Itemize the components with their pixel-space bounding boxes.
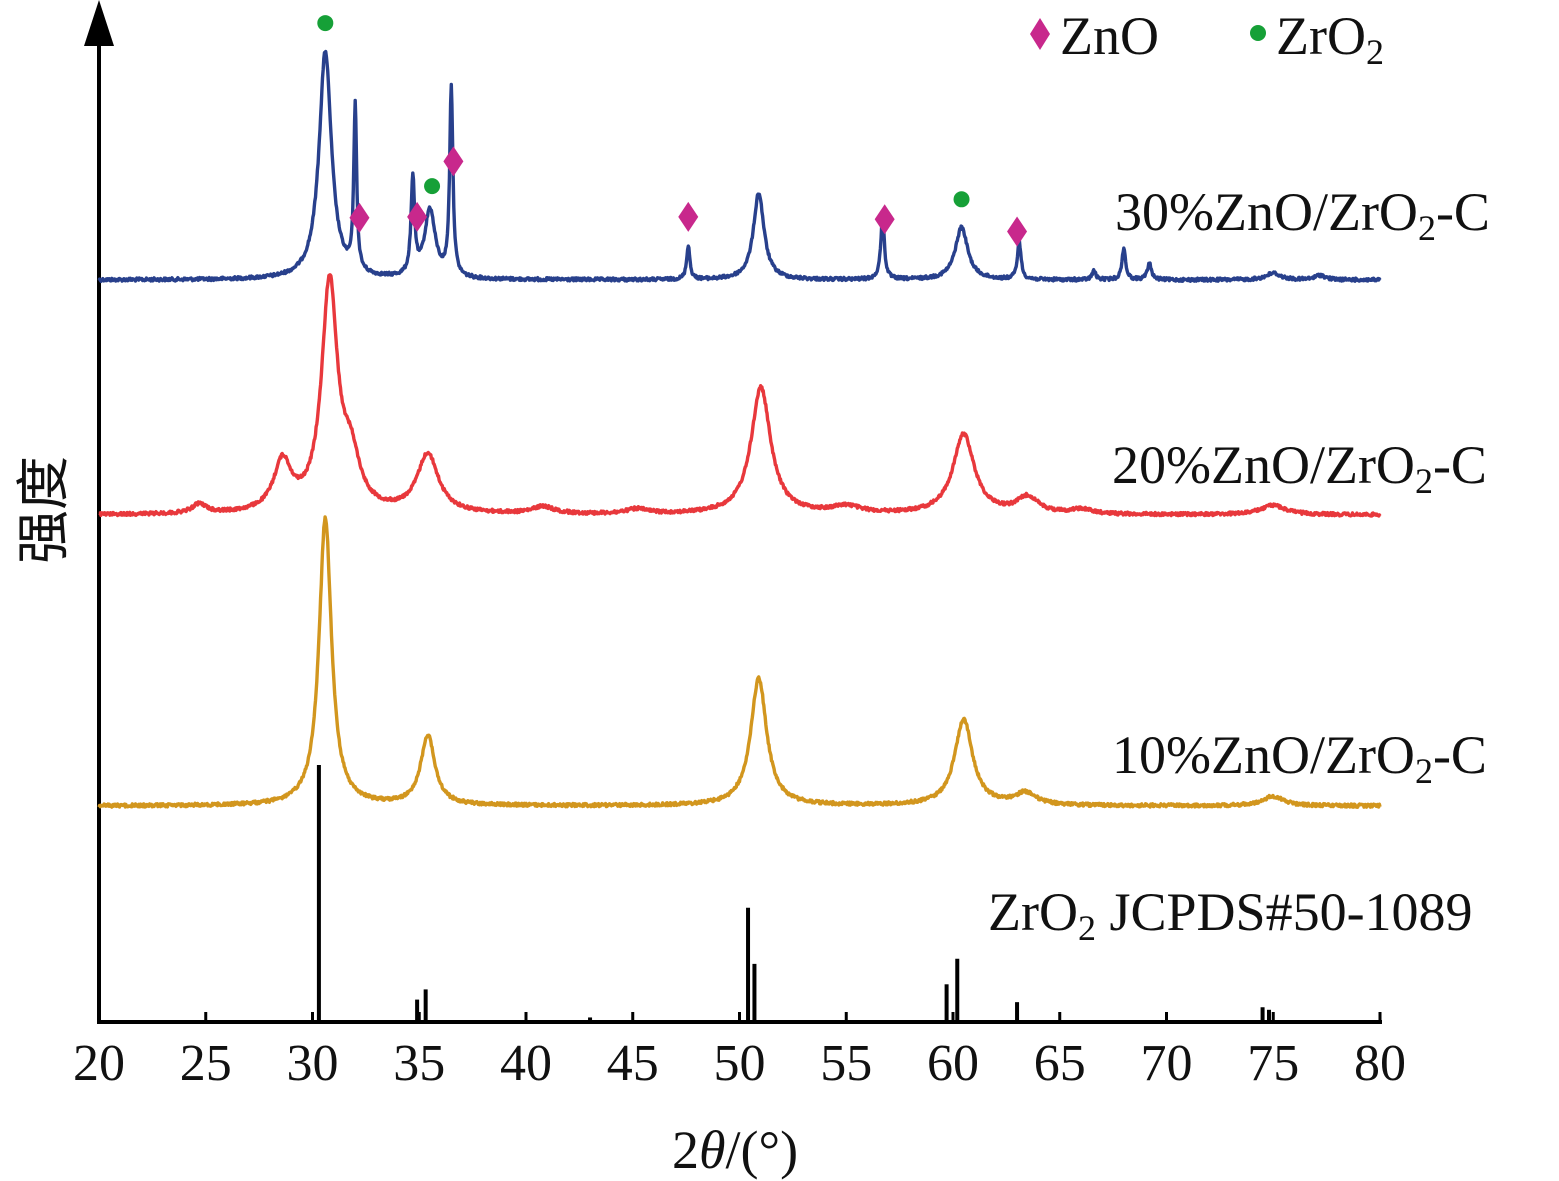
x-tick-label: 25 <box>180 1035 232 1092</box>
y-axis-title: 强度 <box>14 456 74 564</box>
x-tick-label: 35 <box>393 1035 445 1092</box>
zno-peak-marker <box>1007 216 1028 247</box>
x-tick-label: 80 <box>1354 1035 1406 1092</box>
x-tick-label: 65 <box>1034 1035 1086 1092</box>
x-tick-label: 30 <box>287 1035 339 1092</box>
series-line-1 <box>97 49 1382 283</box>
legend-zro2-circle-icon <box>1250 25 1266 41</box>
series-lines <box>97 49 1382 809</box>
x-tick-label: 20 <box>73 1035 125 1092</box>
x-tick-label: 45 <box>607 1035 659 1092</box>
zno-peak-marker <box>874 204 895 235</box>
series-label-20: 20%ZnO/ZrO2-C <box>1112 435 1487 501</box>
legend: ZnO ZrO2 <box>1030 6 1384 72</box>
y-axis-arrow <box>84 0 114 46</box>
zno-peak-marker <box>407 201 428 232</box>
legend-zro2-label: ZrO2 <box>1276 6 1384 72</box>
zro2-peak-marker <box>424 178 441 195</box>
series-line-2 <box>97 273 1382 518</box>
x-tick-label: 75 <box>1247 1035 1299 1092</box>
zro2-peak-marker <box>953 191 970 208</box>
reference-label: ZrO2 JCPDS#50-1089 <box>988 882 1473 948</box>
x-tick-label: 70 <box>1141 1035 1193 1092</box>
x-axis-title: 2θ/(°) <box>672 1120 798 1180</box>
peak-markers <box>317 15 1028 247</box>
zno-peak-marker <box>678 201 699 232</box>
reference-lines <box>316 765 1271 1020</box>
legend-zno-diamond-icon <box>1030 18 1050 50</box>
x-ticks: 20 25 30 35 40 45 50 55 60 65 70 75 80 <box>73 1012 1406 1092</box>
x-tick-label: 55 <box>820 1035 872 1092</box>
zno-peak-marker <box>349 202 370 233</box>
series-line-3 <box>97 515 1382 809</box>
series-label-30: 30%ZnO/ZrO2-C <box>1115 182 1490 248</box>
x-tick-label: 50 <box>714 1035 766 1092</box>
zno-peak-marker <box>443 146 464 177</box>
zro2-peak-marker <box>317 15 334 32</box>
legend-zno-label: ZnO <box>1060 6 1159 66</box>
series-label-10: 10%ZnO/ZrO2-C <box>1112 725 1487 791</box>
x-tick-label: 40 <box>500 1035 552 1092</box>
x-tick-label: 60 <box>927 1035 979 1092</box>
